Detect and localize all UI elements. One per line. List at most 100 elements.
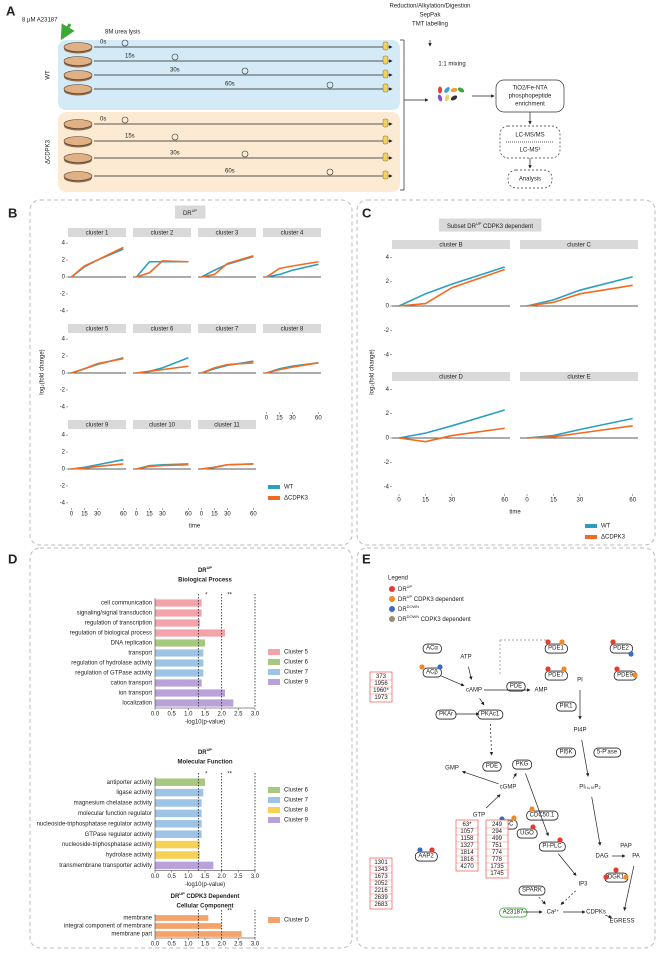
site-number: 2052 <box>374 881 388 887</box>
lysate-icon <box>241 67 249 75</box>
chart-subtitle: Biological Process <box>178 578 232 584</box>
text-part: DR <box>398 607 407 613</box>
node-box <box>422 643 442 654</box>
bar <box>155 840 200 849</box>
site-number: 63* <box>462 822 472 828</box>
pathway-arrow <box>479 698 485 706</box>
dish <box>63 171 93 181</box>
text-part: DR <box>398 597 407 603</box>
pathway-arrow <box>489 723 494 756</box>
bar <box>155 861 214 870</box>
x-axis-label: -log10(p-value) <box>185 882 225 888</box>
timepoint-label: 0s <box>100 40 106 46</box>
x-tick-label: 60 <box>315 416 322 422</box>
superscript: UP <box>407 594 413 599</box>
pathway-arrow <box>512 772 517 779</box>
text-part: CDPK3 dependent <box>419 617 471 623</box>
y-tick-label: 2 <box>62 450 66 456</box>
pathway-arrow <box>441 675 465 687</box>
node-label: PKG <box>516 762 529 768</box>
y-tick-label: 0 <box>386 304 390 310</box>
node-label: ACβ <box>426 670 438 676</box>
bar <box>155 629 225 637</box>
panel-frame <box>356 547 656 949</box>
bar <box>155 669 204 677</box>
legend-label: ΔCDPK3 <box>601 535 626 541</box>
bar <box>155 609 202 617</box>
site-number: 2639 <box>374 895 388 901</box>
site-number: 4270 <box>460 864 474 870</box>
facet-title: cluster 5 <box>86 327 109 333</box>
x-tick-label: 3.0 <box>251 874 260 880</box>
x-tick-label: 30 <box>289 416 296 422</box>
dish <box>63 42 93 52</box>
site-number: 1301 <box>374 860 388 866</box>
site-number: 249 <box>492 822 503 828</box>
lysate-icon <box>121 39 129 47</box>
legend-label: DRDOWN <box>398 604 419 613</box>
site-number: 1745 <box>490 871 504 877</box>
series-line <box>136 260 189 278</box>
legend-label: WT <box>284 485 294 491</box>
facet-strip <box>198 228 256 237</box>
category-label: nucleoside-triphosphatase activity <box>62 842 152 848</box>
legend-label: DRUP <box>398 584 412 593</box>
chart-subtitle: Cellular Component <box>176 904 233 910</box>
facet-title: cluster 2 <box>151 231 174 237</box>
legend-swatch <box>268 797 280 803</box>
vial-icon <box>382 55 389 65</box>
site-dot <box>561 666 567 672</box>
bar <box>155 788 204 797</box>
text-part: CDPK3 dependent <box>481 224 533 230</box>
timepoint-label: 0s <box>100 117 106 123</box>
threshold-label: ** <box>227 909 232 915</box>
legend-dot <box>389 616 395 622</box>
legend-label: DRDOWN CDPK3 dependent <box>398 614 471 623</box>
x-tick-label: 0.5 <box>167 942 176 948</box>
site-dot <box>632 672 638 678</box>
text-part: CDPK3 Dependent <box>185 894 240 900</box>
pathway-arrow <box>485 794 501 809</box>
step-text: Analysis <box>519 177 541 183</box>
node-box <box>506 681 526 692</box>
x-tick-label: 30 <box>159 512 166 518</box>
site-number: 1973 <box>374 695 388 701</box>
bar <box>155 923 222 929</box>
bar <box>155 915 209 921</box>
panel-label: C <box>362 205 372 220</box>
vial-icon <box>382 135 389 145</box>
node-box <box>544 670 568 681</box>
node-box <box>518 885 546 896</box>
x-tick-label: 0 <box>525 498 529 504</box>
site-dot <box>613 867 619 873</box>
node-label: ACα <box>426 646 438 652</box>
x-tick-label: 1.5 <box>201 712 210 718</box>
node-label: CDPKs <box>586 910 606 916</box>
node-label: PI4P <box>573 728 586 734</box>
superscript: UP <box>476 221 482 226</box>
series-line <box>527 425 633 439</box>
legend-swatch <box>268 485 280 489</box>
facet-strip <box>520 372 638 381</box>
legend-swatch <box>268 807 280 813</box>
node-label: PI₍₄,₅₎P₂ <box>579 785 601 791</box>
x-tick-label: 3.0 <box>251 942 260 948</box>
site-box <box>369 857 393 910</box>
x-tick-label: 0.0 <box>151 942 160 948</box>
node-label: Ca²⁺ <box>547 909 560 916</box>
facet-strip <box>133 420 191 429</box>
pathway-arrow <box>538 896 546 905</box>
site-dot <box>530 824 536 830</box>
step-text: TiO2/Fe-NTA <box>512 86 547 92</box>
category-label: membrane <box>123 916 152 922</box>
y-axis-label: log₂(fold change) <box>370 349 376 394</box>
node-label: PI5K <box>559 750 572 756</box>
dish <box>63 119 93 129</box>
x-tick-label: 60 <box>120 512 127 518</box>
y-tick-label: -2 <box>60 292 66 298</box>
node-box <box>538 841 566 852</box>
legend-swatch <box>268 659 280 665</box>
facet-title: cluster 11 <box>214 423 240 429</box>
y-tick-label: 2 <box>386 279 390 285</box>
legend-swatch <box>268 649 280 655</box>
